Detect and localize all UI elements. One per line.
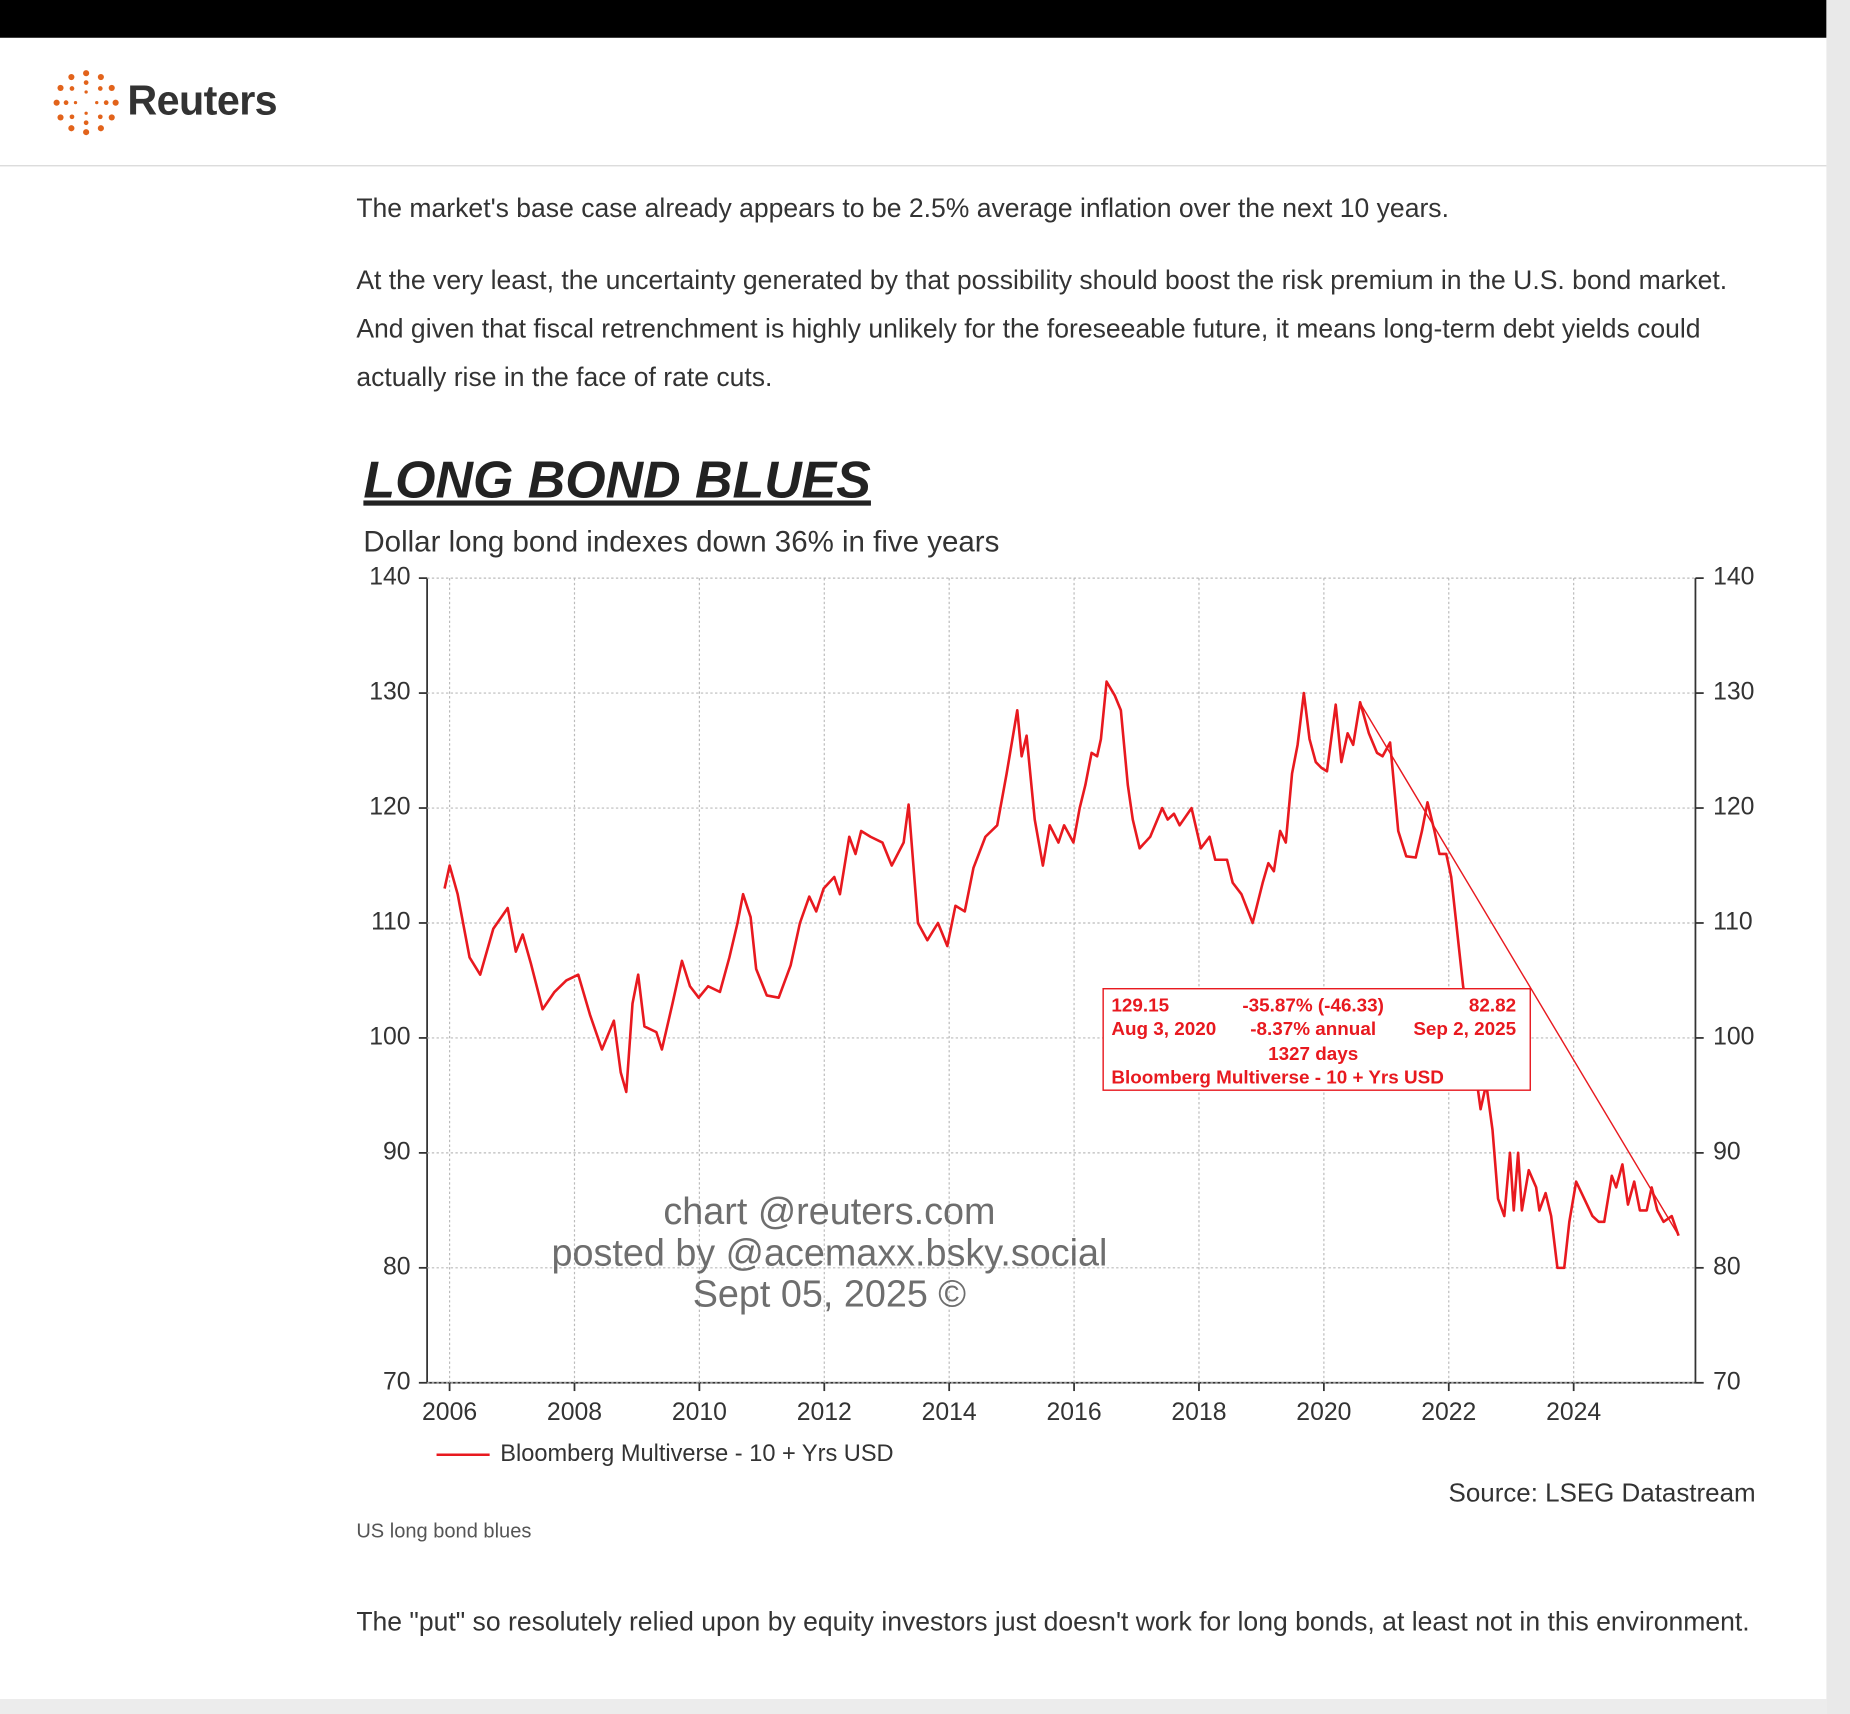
y-tick-label: 130 [369, 679, 410, 706]
x-tick-label: 2024 [1546, 1399, 1601, 1426]
x-tick-label: 2006 [422, 1399, 477, 1426]
y2-tick-label: 70 [1713, 1368, 1741, 1395]
x-tick-label: 2014 [922, 1399, 977, 1426]
annotation-text: 1327 days [1268, 1043, 1358, 1064]
brand-name[interactable]: Reuters [127, 77, 278, 124]
annotation-text: -8.37% annual [1250, 1018, 1376, 1039]
paragraph: The "put" so resolutely relied upon by e… [356, 1606, 1750, 1637]
x-tick-label: 2012 [797, 1399, 852, 1426]
x-tick-label: 2010 [672, 1399, 727, 1426]
y2-tick-label: 120 [1713, 794, 1754, 821]
x-tick-label: 2008 [547, 1399, 602, 1426]
data-line [443, 680, 1680, 1270]
x-tick-label: 2016 [1047, 1399, 1102, 1426]
x-tick-label: 2020 [1296, 1399, 1351, 1426]
watermark: Sept 05, 2025 © [693, 1273, 967, 1315]
chart-subtitle: Dollar long bond indexes down 36% in fiv… [363, 526, 999, 559]
source: Source: LSEG Datastream [1449, 1480, 1756, 1508]
trend-line [1359, 702, 1680, 1236]
chart-title: LONG BOND BLUES [363, 451, 871, 509]
y2-tick-label: 130 [1713, 679, 1754, 706]
annotation-text: Bloomberg Multiverse - 10 + Yrs USD [1111, 1066, 1443, 1087]
y-tick-label: 140 [369, 564, 410, 591]
watermark: chart @reuters.com [663, 1190, 995, 1232]
annotation-text: Sep 2, 2025 [1413, 1018, 1516, 1039]
y2-tick-label: 90 [1713, 1138, 1741, 1165]
annotation-text: -35.87% (-46.33) [1242, 994, 1384, 1015]
y-tick-label: 100 [369, 1023, 410, 1050]
top-bar [0, 0, 1827, 38]
watermark: posted by @acemaxx.bsky.social [551, 1231, 1107, 1273]
y-tick-label: 70 [383, 1368, 411, 1395]
y-tick-label: 90 [383, 1138, 411, 1165]
y-tick-label: 110 [371, 909, 410, 936]
annotation-text: Aug 3, 2020 [1111, 1018, 1216, 1039]
y2-tick-label: 100 [1713, 1023, 1754, 1050]
legend-label: Bloomberg Multiverse - 10 + Yrs USD [500, 1440, 893, 1466]
annotation-text: 82.82 [1469, 994, 1516, 1015]
y2-tick-label: 140 [1713, 564, 1754, 591]
paragraph: The market's base case already appears t… [356, 193, 1449, 223]
chart-caption: US long bond blues [356, 1519, 532, 1543]
y-tick-label: 80 [383, 1253, 411, 1280]
reuters-logo[interactable] [52, 68, 120, 136]
x-tick-label: 2018 [1171, 1399, 1226, 1426]
x-tick-label: 2022 [1421, 1399, 1476, 1426]
scrollbar[interactable] [1826, 0, 1850, 1714]
y2-tick-label: 110 [1713, 909, 1752, 936]
bottom-bar [0, 1698, 1827, 1714]
y-tick-label: 120 [369, 794, 410, 821]
annotation-box [1102, 988, 1531, 1091]
y2-tick-label: 80 [1713, 1253, 1741, 1280]
site-header: Reuters [0, 38, 1827, 167]
annotation-text: 129.15 [1111, 994, 1169, 1015]
paragraph: At the very least, the uncertainty gener… [356, 265, 1728, 392]
